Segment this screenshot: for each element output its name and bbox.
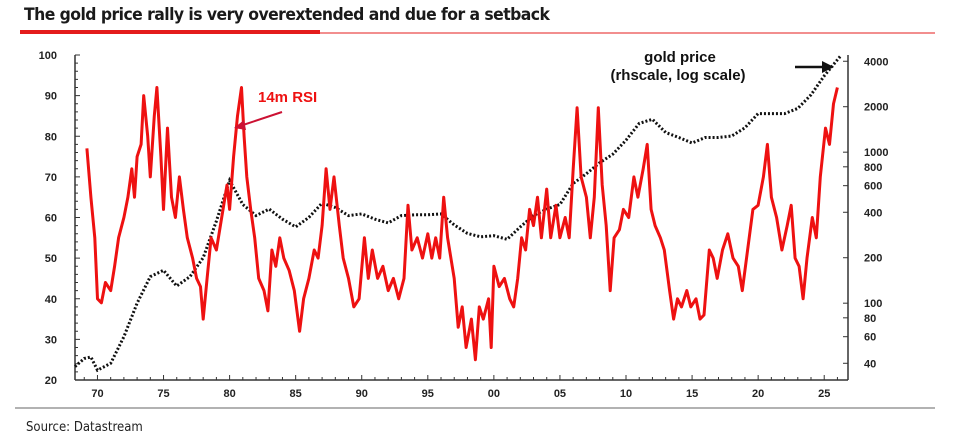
y-right-tick-label: 40 <box>864 358 876 370</box>
y-left-tick-label: 80 <box>45 131 57 143</box>
x-tick-label: 70 <box>91 388 103 400</box>
rsi-line <box>85 86 839 362</box>
x-tick-label: 20 <box>752 388 764 400</box>
x-tick-label: 00 <box>488 388 500 400</box>
y-right-tick-label: 2000 <box>864 102 888 114</box>
y-left-tick-label: 70 <box>45 172 57 184</box>
gold-label-line2: (rhscale, log scale) <box>610 67 745 84</box>
y-right-tick-label: 400 <box>864 207 882 219</box>
source-note: Source: Datastream <box>26 420 143 435</box>
y-left-tick-label: 40 <box>45 294 57 306</box>
x-tick-label: 85 <box>290 388 302 400</box>
gold-price-line <box>74 55 842 373</box>
y-left-tick-label: 30 <box>45 334 57 346</box>
gold-arrowhead <box>822 61 834 73</box>
y-left-tick-label: 20 <box>45 375 57 387</box>
y-right-tick-label: 200 <box>864 253 882 265</box>
x-tick-label: 75 <box>157 388 169 400</box>
y-left-tick-label: 100 <box>39 50 57 62</box>
y-left-tick-label: 50 <box>45 253 57 265</box>
x-tick-label: 10 <box>620 388 632 400</box>
rsi-label: 14m RSI <box>258 89 317 106</box>
x-tick-label: 95 <box>422 388 434 400</box>
y-right-tick-label: 4000 <box>864 56 888 68</box>
y-left-tick-label: 60 <box>45 213 57 225</box>
gold-label-line1: gold price <box>644 49 716 66</box>
y-right-tick-label: 800 <box>864 162 882 174</box>
rsi-arrowhead <box>234 120 246 130</box>
x-tick-label: 90 <box>356 388 368 400</box>
y-right-tick-label: 100 <box>864 298 882 310</box>
x-tick-label: 80 <box>223 388 235 400</box>
y-right-tick-label: 600 <box>864 181 882 193</box>
x-tick-label: 05 <box>554 388 566 400</box>
chart-title: The gold price rally is very overextende… <box>24 5 550 25</box>
x-tick-label: 15 <box>686 388 698 400</box>
y-right-tick-label: 60 <box>864 332 876 344</box>
rsi-arrow <box>239 111 283 127</box>
title-accent-bar <box>20 30 320 34</box>
x-tick-label: 25 <box>818 388 830 400</box>
y-left-tick-label: 90 <box>45 91 57 103</box>
y-right-tick-label: 1000 <box>864 147 888 159</box>
y-right-tick-label: 80 <box>864 313 876 325</box>
